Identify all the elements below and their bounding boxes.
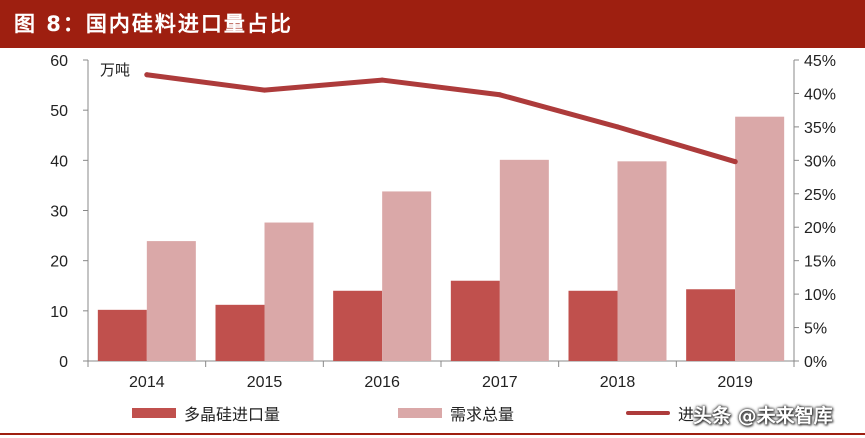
bar-demand xyxy=(617,161,667,361)
right-tick-label: 5% xyxy=(804,321,827,338)
legend-label-imports: 多晶硅进口量 xyxy=(184,405,281,424)
left-tick-label: 40 xyxy=(50,153,68,170)
right-tick-label: 25% xyxy=(804,187,836,204)
bar-imports xyxy=(97,309,147,361)
bar-demand xyxy=(499,159,549,361)
legend-label-share: 进 xyxy=(678,405,695,424)
left-tick-label: 0 xyxy=(59,354,68,371)
legend-label-demand: 需求总量 xyxy=(450,405,515,424)
right-tick-label: 10% xyxy=(804,287,836,304)
bar-imports xyxy=(450,280,500,361)
left-tick-label: 20 xyxy=(50,254,68,271)
line-point xyxy=(732,159,738,165)
right-tick-label: 20% xyxy=(804,220,836,237)
bar-imports xyxy=(333,290,383,361)
line-point xyxy=(144,72,150,78)
x-tick-label: 2016 xyxy=(364,374,400,391)
line-point xyxy=(379,77,385,83)
left-tick-label: 60 xyxy=(50,53,68,70)
bar-demand xyxy=(735,116,785,362)
x-tick-label: 2017 xyxy=(482,374,518,391)
left-tick-label: 30 xyxy=(50,204,68,221)
figure-title: 图 8：国内硅料进口量占比 xyxy=(14,12,293,36)
bar-imports xyxy=(686,289,736,361)
left-axis-unit-label: 万吨 xyxy=(100,61,130,79)
right-tick-label: 40% xyxy=(804,86,836,103)
bar-demand xyxy=(264,222,314,361)
bar-demand xyxy=(146,241,196,361)
bar-imports xyxy=(568,290,618,361)
bar-imports xyxy=(215,304,265,361)
right-tick-label: 35% xyxy=(804,120,836,137)
x-tick-label: 2019 xyxy=(717,374,753,391)
chart: 0 10 20 30 40 50 60 0% 5% 10% 15% 20% 25% 30% 35% 40% 45… xyxy=(50,53,836,391)
right-tick-label: 0% xyxy=(804,354,827,371)
left-tick-label: 50 xyxy=(50,103,68,120)
legend-swatch-share xyxy=(626,411,670,415)
left-tick-label: 10 xyxy=(50,304,68,321)
right-tick-label: 15% xyxy=(804,254,836,271)
line-point xyxy=(497,92,503,98)
legend-swatch-imports xyxy=(132,408,176,418)
x-tick-label: 2015 xyxy=(247,374,283,391)
bottom-rule xyxy=(0,433,865,435)
right-tick-label: 45% xyxy=(804,53,836,70)
legend-swatch-demand xyxy=(398,408,442,418)
watermark: 头条 @未来智库 xyxy=(693,405,833,427)
figure-header: 图 8：国内硅料进口量占比 xyxy=(0,0,865,48)
x-tick-label: 2014 xyxy=(129,374,165,391)
line-point xyxy=(615,124,620,130)
x-tick-label: 2018 xyxy=(600,374,636,391)
line-import-share xyxy=(144,72,738,165)
line-point xyxy=(262,87,267,93)
bar-demand xyxy=(382,191,432,361)
right-tick-label: 30% xyxy=(804,153,836,170)
